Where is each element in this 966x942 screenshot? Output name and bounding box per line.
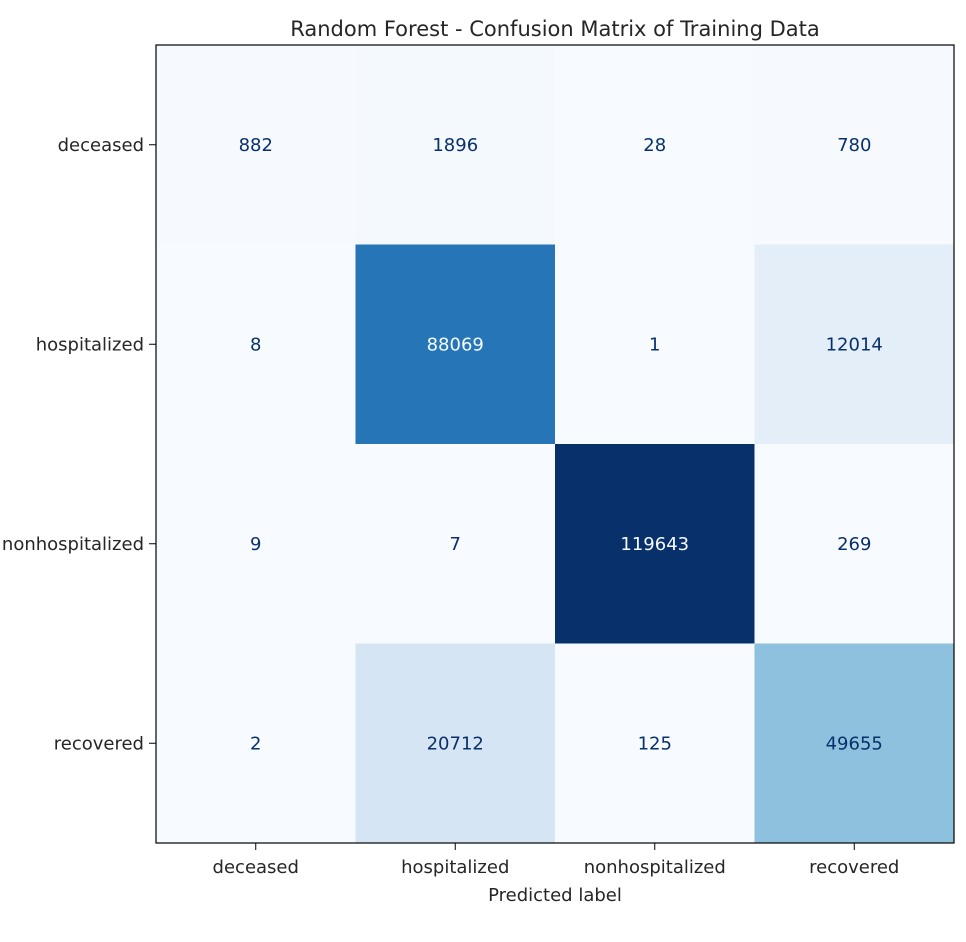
x-tick-label-recovered: recovered bbox=[809, 857, 899, 878]
cell-value-recovered-nonhospitalized: 125 bbox=[638, 733, 672, 754]
cell-deceased-deceased bbox=[156, 45, 356, 245]
plot-frame bbox=[155, 44, 955, 844]
cell-value-recovered-deceased: 2 bbox=[250, 733, 261, 754]
cell-value-hospitalized-hospitalized: 88069 bbox=[427, 334, 484, 355]
x-axis-ticks: deceased hospitalized nonhospitalized recov… bbox=[213, 843, 899, 878]
cell-hospitalized-nonhospitalized bbox=[555, 244, 755, 445]
cell-value-hospitalized-recovered: 12014 bbox=[826, 334, 883, 355]
cell-recovered-hospitalized bbox=[355, 643, 556, 844]
cell-nonhospitalized-recovered bbox=[754, 444, 955, 644]
cell-hospitalized-hospitalized bbox=[355, 244, 556, 445]
x-tick-label-hospitalized: hospitalized bbox=[401, 857, 509, 878]
y-axis-ticks: deceased hospitalized nonhospitalized recov… bbox=[2, 135, 156, 754]
chart-title: Random Forest - Confusion Matrix of Trai… bbox=[290, 17, 820, 41]
cell-value-nonhospitalized-deceased: 9 bbox=[250, 534, 261, 555]
cell-deceased-hospitalized bbox=[355, 45, 556, 245]
cell-recovered-deceased bbox=[156, 643, 356, 844]
cell-value-hospitalized-nonhospitalized: 1 bbox=[649, 334, 660, 355]
cell-nonhospitalized-nonhospitalized bbox=[555, 444, 755, 644]
x-axis-label: Predicted label bbox=[488, 885, 622, 906]
y-tick-label-hospitalized: hospitalized bbox=[36, 334, 144, 355]
cell-value-recovered-hospitalized: 20712 bbox=[427, 733, 484, 754]
cell-deceased-recovered bbox=[754, 45, 955, 245]
cell-nonhospitalized-deceased bbox=[156, 444, 356, 644]
x-tick-label-nonhospitalized: nonhospitalized bbox=[584, 857, 726, 878]
cell-nonhospitalized-hospitalized bbox=[355, 444, 556, 644]
cell-hospitalized-deceased bbox=[156, 244, 356, 445]
y-tick-label-recovered: recovered bbox=[54, 733, 144, 754]
matrix-cell-labels: 882 1896 28 780 8 88069 1 12014 9 7 119643 269 2 2071… bbox=[239, 135, 883, 755]
cell-value-deceased-nonhospitalized: 28 bbox=[643, 135, 666, 156]
cell-deceased-nonhospitalized bbox=[555, 45, 755, 245]
cell-value-recovered-recovered: 49655 bbox=[826, 733, 883, 754]
cell-value-nonhospitalized-nonhospitalized: 119643 bbox=[620, 534, 689, 555]
cell-value-deceased-deceased: 882 bbox=[239, 135, 273, 156]
cell-recovered-nonhospitalized bbox=[555, 643, 755, 844]
cell-value-hospitalized-deceased: 8 bbox=[250, 334, 261, 355]
cell-recovered-recovered bbox=[754, 643, 955, 844]
y-tick-label-nonhospitalized: nonhospitalized bbox=[2, 534, 144, 555]
cell-value-deceased-hospitalized: 1896 bbox=[432, 135, 478, 156]
cell-value-nonhospitalized-recovered: 269 bbox=[837, 534, 871, 555]
cell-value-deceased-recovered: 780 bbox=[837, 135, 871, 156]
y-tick-label-deceased: deceased bbox=[58, 135, 144, 156]
cell-value-nonhospitalized-hospitalized: 7 bbox=[450, 534, 461, 555]
x-tick-label-deceased: deceased bbox=[213, 857, 299, 878]
cell-hospitalized-recovered bbox=[754, 244, 955, 445]
matrix-cells bbox=[156, 45, 955, 844]
